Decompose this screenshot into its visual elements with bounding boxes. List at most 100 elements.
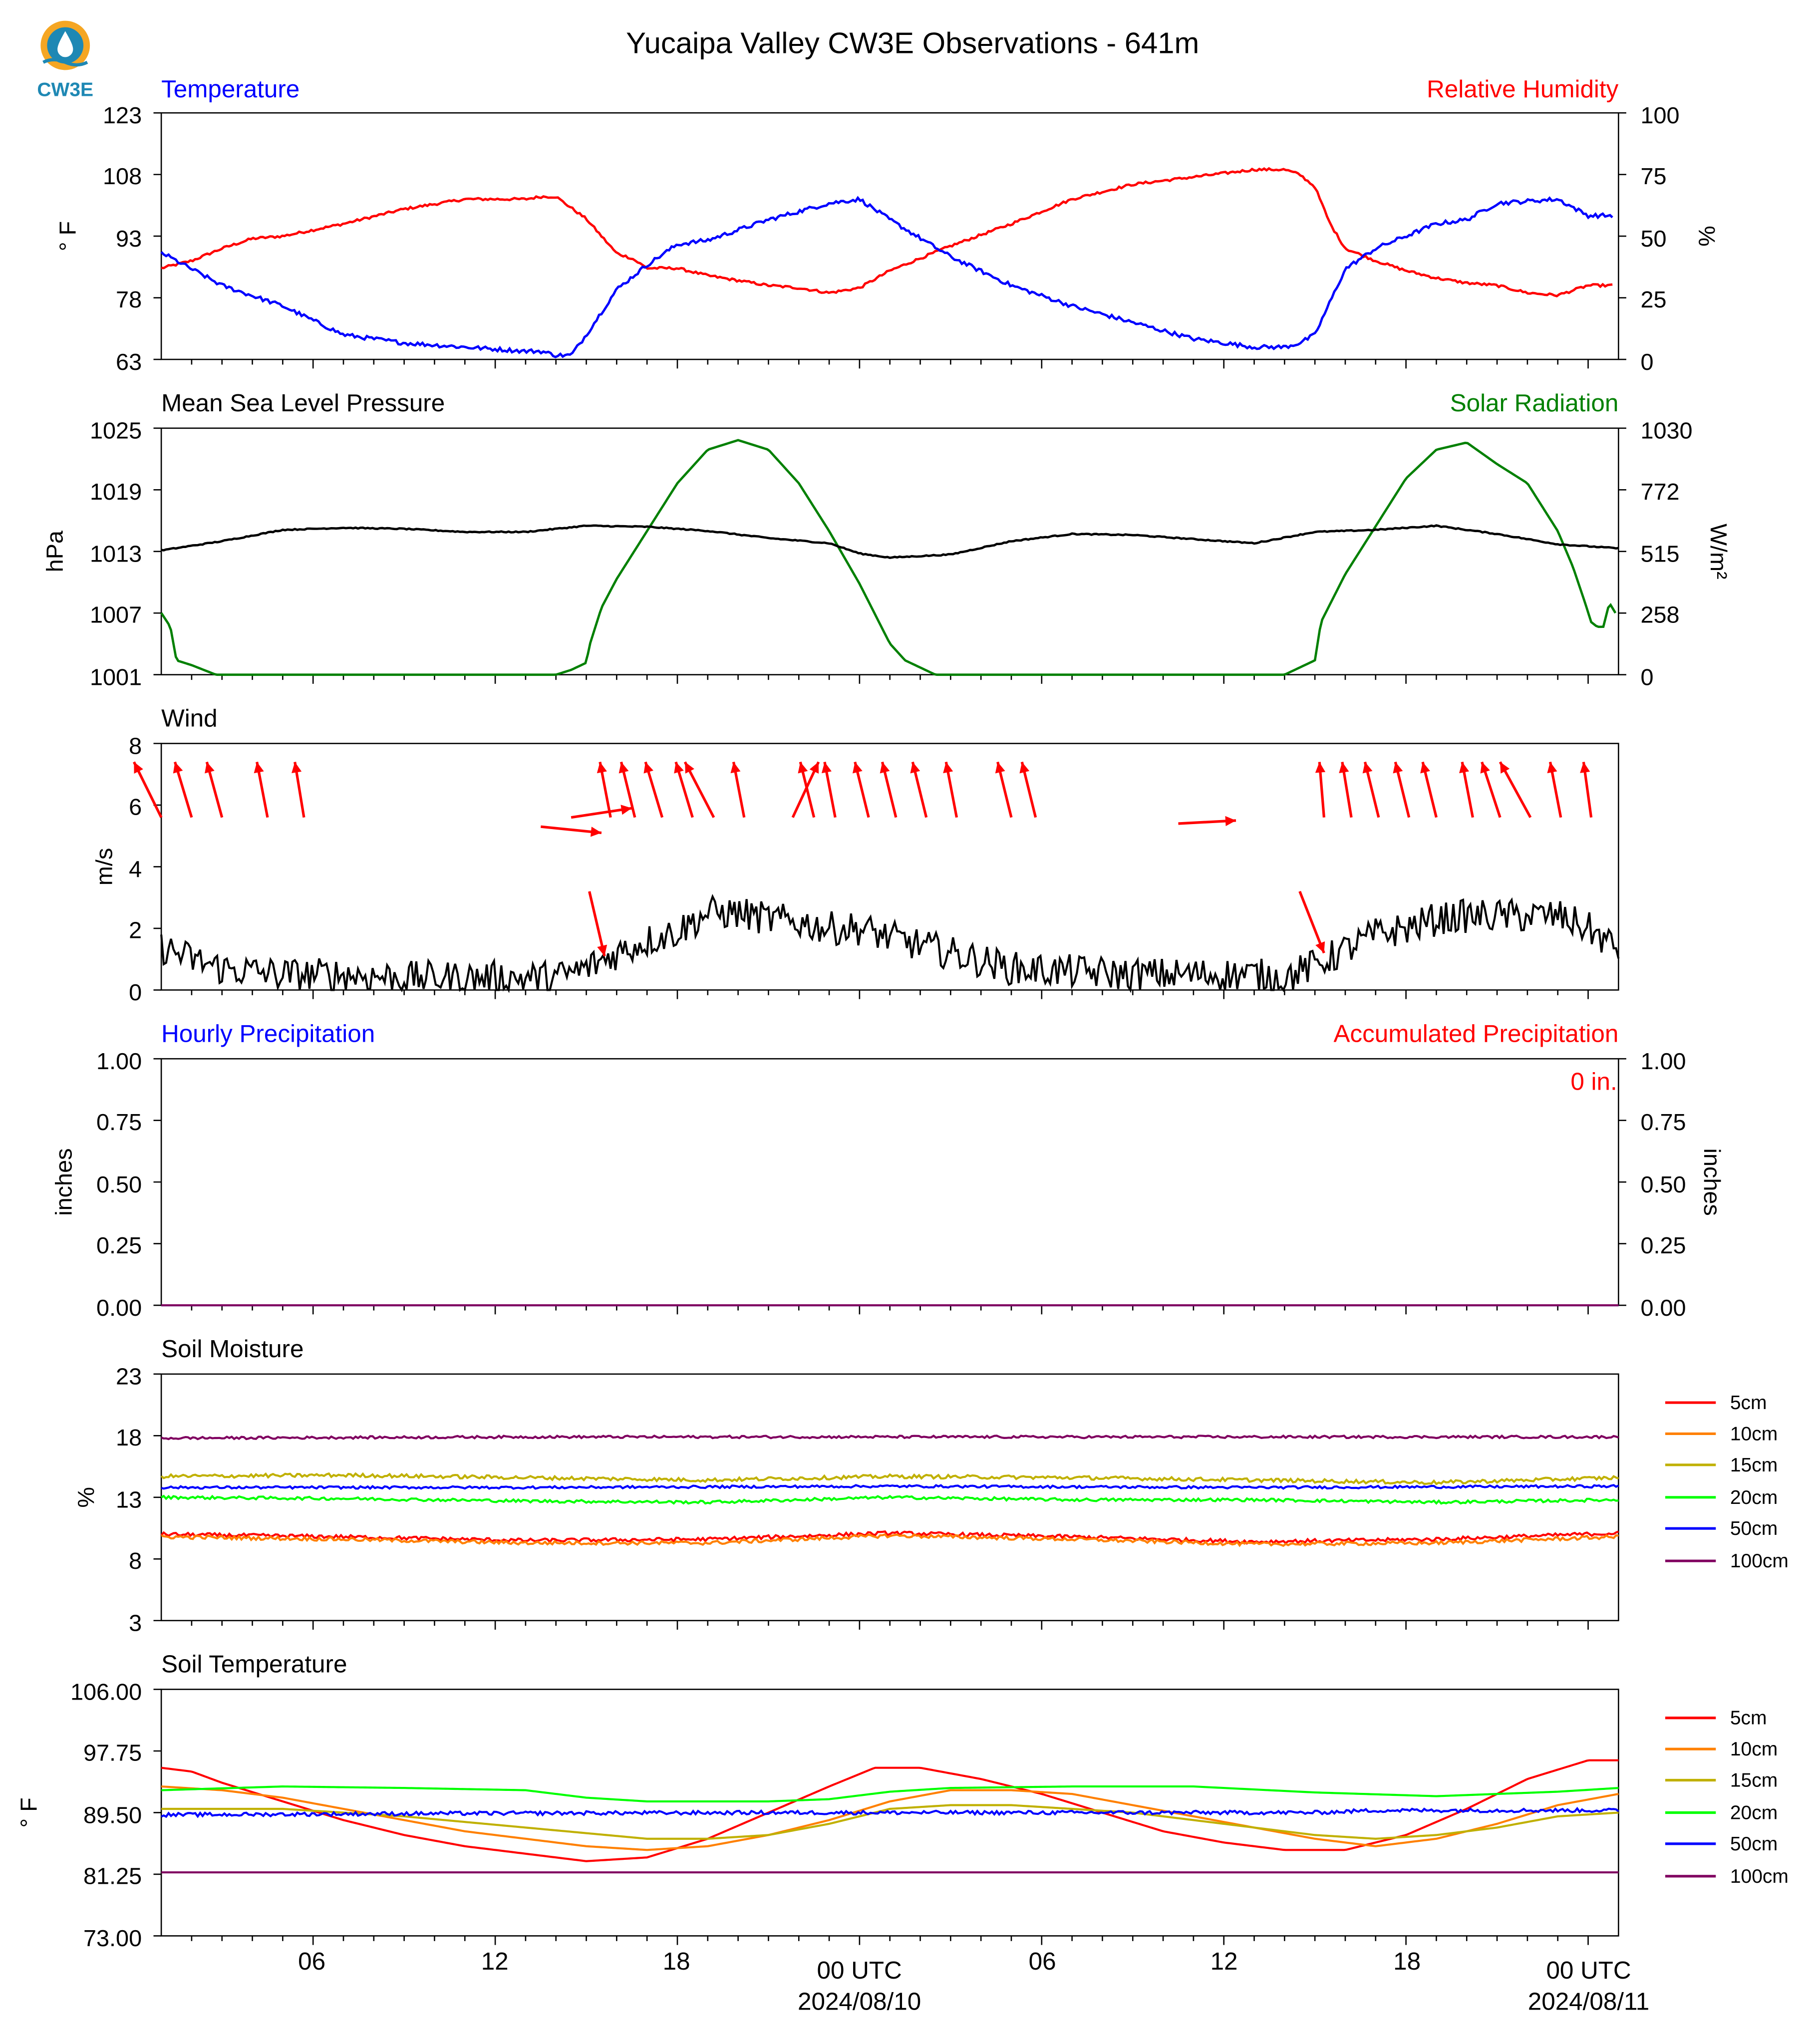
y-tick-label: 0 [129, 979, 142, 1005]
pressure-title: Mean Sea Level Pressure [161, 389, 445, 417]
y2-tick-label: 0 [1641, 349, 1654, 375]
accum-precip-total: 0 in. [1570, 1068, 1617, 1096]
legend-label: 5cm [1730, 1392, 1767, 1414]
y2-tick-label: 1.00 [1641, 1048, 1686, 1074]
plot-area [153, 112, 1626, 369]
soil-temperature-line [161, 1785, 1619, 1803]
y-tick-label: 1007 [90, 602, 142, 628]
accum-precip-title: Accumulated Precipitation [1333, 1020, 1618, 1047]
y2-tick-label: 258 [1641, 602, 1680, 628]
y-tick-label: 18 [116, 1425, 142, 1450]
y2-tick-label: 515 [1641, 541, 1680, 567]
legend-label: 5cm [1730, 1708, 1767, 1729]
y-tick-label: 4 [129, 856, 142, 882]
legend-label: 15cm [1730, 1454, 1778, 1476]
plot-area [153, 1689, 1619, 1945]
y2-tick-label: 0.50 [1641, 1171, 1686, 1197]
y-tick-label: 2 [129, 917, 142, 943]
hourly-precip-title: Hourly Precipitation [161, 1020, 375, 1047]
humidity-title: Relative Humidity [1427, 75, 1618, 103]
date-label: 2024/08/11 [1528, 1988, 1649, 2016]
x-tick-label: 18 [1393, 1948, 1421, 1975]
wind-arrow [674, 761, 694, 818]
y2-axis-label: % [1694, 226, 1720, 247]
y-tick-label: 1001 [90, 664, 142, 690]
time-axis: 06 12 18 00 UTC 06 12 18 00 UTC 2024/08/… [298, 1948, 1649, 2016]
temperature-title: Temperature [161, 75, 300, 103]
plot-frame [160, 427, 1619, 676]
y-tick-label: 63 [116, 349, 142, 375]
y-axis-label: m/s [91, 848, 117, 885]
legend-label: 20cm [1730, 1487, 1778, 1508]
wind-arrow [798, 761, 816, 818]
y2-tick-label: 0.00 [1641, 1295, 1686, 1321]
y-tick-label: 6 [129, 794, 142, 820]
plot-frame [160, 112, 1619, 360]
y-tick-label: 123 [103, 102, 142, 128]
y2-tick-label: 0 [1641, 664, 1654, 690]
pressure-line [161, 524, 1619, 560]
wind-arrow [910, 761, 928, 818]
x-tick-label: 12 [1211, 1948, 1238, 1975]
y-axis-label: % [73, 1487, 99, 1508]
y-tick-label: 73.00 [83, 1925, 142, 1951]
y-tick-label: 1025 [90, 418, 142, 444]
x-tick-label: 00 UTC [817, 1957, 902, 1984]
wind-arrow [618, 761, 636, 818]
wind-arrow [643, 761, 664, 818]
legend-label: 50cm [1730, 1833, 1778, 1855]
logo-text: CW3E [37, 79, 93, 100]
legend-label: 10cm [1730, 1738, 1778, 1760]
cw3e-logo: CW3E [37, 20, 93, 100]
wind-arrow [1362, 761, 1380, 818]
wind-arrow [254, 762, 269, 818]
panel-wind: Wind 8 6 4 2 0 m/s [91, 705, 1620, 1005]
wind-arrow [1393, 761, 1411, 818]
wind-arrow [943, 762, 958, 818]
y-axis-label: inches [51, 1149, 77, 1216]
wind-arrow [1339, 762, 1353, 818]
wind-arrow [1019, 761, 1037, 818]
y-tick-label: 97.75 [83, 1740, 142, 1766]
soil-moisture-line [161, 1484, 1619, 1490]
soil-moisture-title: Soil Moisture [161, 1335, 303, 1363]
soil-moisture-legend: 5cm 10cm 15cm 20cm 50cm 100cm [1665, 1392, 1789, 1572]
plot-frame [160, 1058, 1619, 1306]
wind-arrow [597, 762, 612, 818]
figure-title: Yucaipa Valley CW3E Observations - 641m [626, 26, 1199, 60]
y-tick-label: 13 [116, 1487, 142, 1513]
wind-arrow [292, 762, 305, 818]
wind-arrow [995, 761, 1013, 818]
date-label: 2024/08/10 [798, 1988, 921, 2016]
panel-soil-temperature: Soil Temperature 106.00 97.75 89.50 81.2… [16, 1651, 1789, 1951]
legend-label: 10cm [1730, 1423, 1778, 1445]
x-tick-label: 12 [481, 1948, 509, 1975]
soil-moisture-line [161, 1533, 1619, 1547]
solar-title: Solar Radiation [1450, 389, 1619, 417]
wind-arrow [1420, 761, 1438, 818]
y-tick-label: 78 [116, 287, 142, 312]
legend-label: 100cm [1730, 1550, 1789, 1572]
y2-axis-label: W/m² [1706, 524, 1732, 579]
y-axis-label: ° F [16, 1797, 42, 1827]
y-tick-label: 0.00 [96, 1295, 142, 1321]
wave-icon [42, 58, 88, 67]
y-tick-label: 0.50 [96, 1171, 142, 1197]
y-tick-label: 1.00 [96, 1048, 142, 1074]
soil-temperature-legend: 5cm 10cm 15cm 20cm 50cm 100cm [1665, 1708, 1789, 1887]
y-tick-label: 8 [129, 733, 142, 759]
wind-arrow [730, 762, 746, 818]
humidity-line [161, 167, 1613, 297]
y2-axis-label: inches [1699, 1149, 1725, 1216]
wind-arrow [1580, 762, 1593, 818]
plot-area [153, 1373, 1619, 1630]
y-tick-label: 1019 [90, 479, 142, 505]
y-axis-label: ° F [55, 221, 81, 251]
wind-arrow [173, 761, 193, 818]
wind-arrow [1480, 761, 1502, 818]
wind-arrow [1315, 762, 1326, 818]
y-tick-label: 23 [116, 1364, 142, 1390]
y-tick-label: 93 [116, 226, 142, 252]
wind-arrow [821, 762, 837, 818]
